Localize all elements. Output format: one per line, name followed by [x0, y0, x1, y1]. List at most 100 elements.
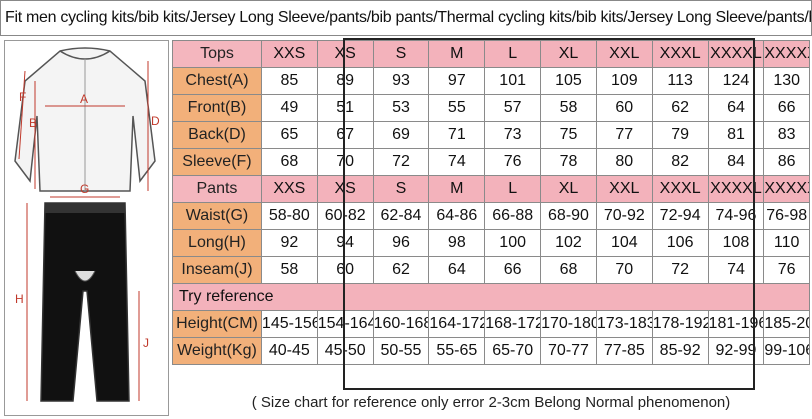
pants-header-label: Pants — [172, 175, 262, 203]
table-cell: 105 — [540, 67, 597, 95]
table-cell: 64 — [428, 256, 486, 284]
table-cell: 86 — [763, 148, 810, 176]
table-cell: 49 — [260, 94, 318, 122]
table-cell: 102 — [540, 229, 597, 257]
size-chart-table: TopsXXSXSSMLXLXXLXXXLXXXXLXXXXXLChest(A)… — [172, 40, 810, 365]
table-cell: 51 — [316, 94, 374, 122]
label-a: A — [80, 92, 88, 106]
label-b: B — [29, 116, 37, 130]
table-cell: 70-92 — [595, 202, 653, 230]
table-cell: 60 — [316, 256, 374, 284]
row-label: Height(CM) — [172, 310, 262, 338]
row-label: Weight(Kg) — [172, 337, 262, 365]
size-header: XS — [316, 40, 374, 68]
table-cell: 68-90 — [540, 202, 597, 230]
table-cell: 53 — [372, 94, 430, 122]
table-cell: 71 — [428, 121, 486, 149]
size-header: XXXXL — [707, 175, 765, 203]
table-cell: 60-82 — [316, 202, 374, 230]
table-cell: 185-200 — [763, 310, 810, 338]
table-cell: 73 — [484, 121, 542, 149]
footnote: ( Size chart for reference only error 2-… — [251, 394, 731, 411]
table-cell: 82 — [651, 148, 709, 176]
table-cell: 64 — [707, 94, 765, 122]
table-cell: 74-96 — [707, 202, 765, 230]
table-cell: 113 — [651, 67, 709, 95]
table-cell: 164-172 — [428, 310, 486, 338]
table-row: Sleeve(F) 68 70 72 74 76 78 80 82 84 86 — [172, 148, 810, 176]
table-row: Long(H) 92 94 96 98 100 102 104 106 108 110 — [172, 229, 810, 257]
label-f: F — [19, 90, 26, 104]
table-cell: 68 — [540, 256, 597, 284]
table-row: Chest(A) 85 89 93 97 101 105 109 113 124 130 — [172, 67, 810, 95]
table-cell: 72 — [651, 256, 709, 284]
size-header: XXL — [595, 175, 653, 203]
table-cell: 79 — [651, 121, 709, 149]
table-cell: 69 — [372, 121, 430, 149]
label-d: D — [151, 114, 160, 128]
table-cell: 62 — [651, 94, 709, 122]
table-cell: 58 — [260, 256, 318, 284]
size-header: XXXXL — [707, 40, 765, 68]
table-cell: 57 — [484, 94, 542, 122]
row-label: Back(D) — [172, 121, 262, 149]
size-header: XXS — [260, 40, 318, 68]
table-cell: 92 — [260, 229, 318, 257]
size-header: L — [484, 175, 542, 203]
row-label: Long(H) — [172, 229, 262, 257]
tops-header-label: Tops — [172, 40, 262, 68]
table-cell: 58 — [540, 94, 597, 122]
table-cell: 101 — [484, 67, 542, 95]
table-row: Height(CM) 145-156 154-164 160-168 164-172 16… — [172, 310, 810, 338]
table-cell: 109 — [595, 67, 653, 95]
table-cell: 76 — [763, 256, 810, 284]
table-cell: 55 — [428, 94, 486, 122]
table-row: Waist(G) 58-80 60-82 62-84 64-86 66-88 68-90 70… — [172, 202, 810, 230]
table-cell: 99-106 — [763, 337, 810, 365]
table-cell: 130 — [763, 67, 810, 95]
size-header: XL — [540, 175, 597, 203]
table-cell: 97 — [428, 67, 486, 95]
size-header: L — [484, 40, 542, 68]
size-header: XXXL — [651, 40, 709, 68]
label-h: H — [15, 292, 24, 306]
label-j: J — [143, 336, 149, 350]
table-row: Weight(Kg) 40-45 45-50 50-55 55-65 65-70 70-77… — [172, 337, 810, 365]
table-cell: 80 — [595, 148, 653, 176]
table-cell: 66 — [763, 94, 810, 122]
table-row: Inseam(J) 58 60 62 64 66 68 70 72 74 76 — [172, 256, 810, 284]
row-label: Sleeve(F) — [172, 148, 262, 176]
table-cell: 65 — [260, 121, 318, 149]
table-cell: 94 — [316, 229, 374, 257]
table-cell: 66-88 — [484, 202, 542, 230]
table-row: Front(B) 49 51 53 55 57 58 60 62 64 66 — [172, 94, 810, 122]
tops-header-row: TopsXXSXSSMLXLXXLXXXLXXXXLXXXXXL — [172, 40, 810, 68]
table-cell: 74 — [707, 256, 765, 284]
table-cell: 55-65 — [428, 337, 486, 365]
row-label: Inseam(J) — [172, 256, 262, 284]
table-cell: 181-196 — [707, 310, 765, 338]
row-label: Front(B) — [172, 94, 262, 122]
size-header: M — [428, 175, 486, 203]
table-cell: 170-180 — [540, 310, 597, 338]
table-cell: 45-50 — [316, 337, 374, 365]
table-cell: 40-45 — [260, 337, 318, 365]
pants-illustration-icon — [40, 202, 130, 402]
table-cell: 85 — [260, 67, 318, 95]
table-cell: 58-80 — [260, 202, 318, 230]
table-cell: 92-99 — [707, 337, 765, 365]
table-cell: 77-85 — [595, 337, 653, 365]
table-cell: 66 — [484, 256, 542, 284]
table-cell: 108 — [707, 229, 765, 257]
size-header: M — [428, 40, 486, 68]
size-header: XXL — [595, 40, 653, 68]
table-cell: 89 — [316, 67, 374, 95]
table-cell: 67 — [316, 121, 374, 149]
table-cell: 70 — [595, 256, 653, 284]
table-cell: 93 — [372, 67, 430, 95]
size-header: XXXXXL — [763, 175, 810, 203]
row-label: Waist(G) — [172, 202, 262, 230]
table-cell: 74 — [428, 148, 486, 176]
jersey-illustration-icon — [14, 47, 156, 192]
table-cell: 98 — [428, 229, 486, 257]
